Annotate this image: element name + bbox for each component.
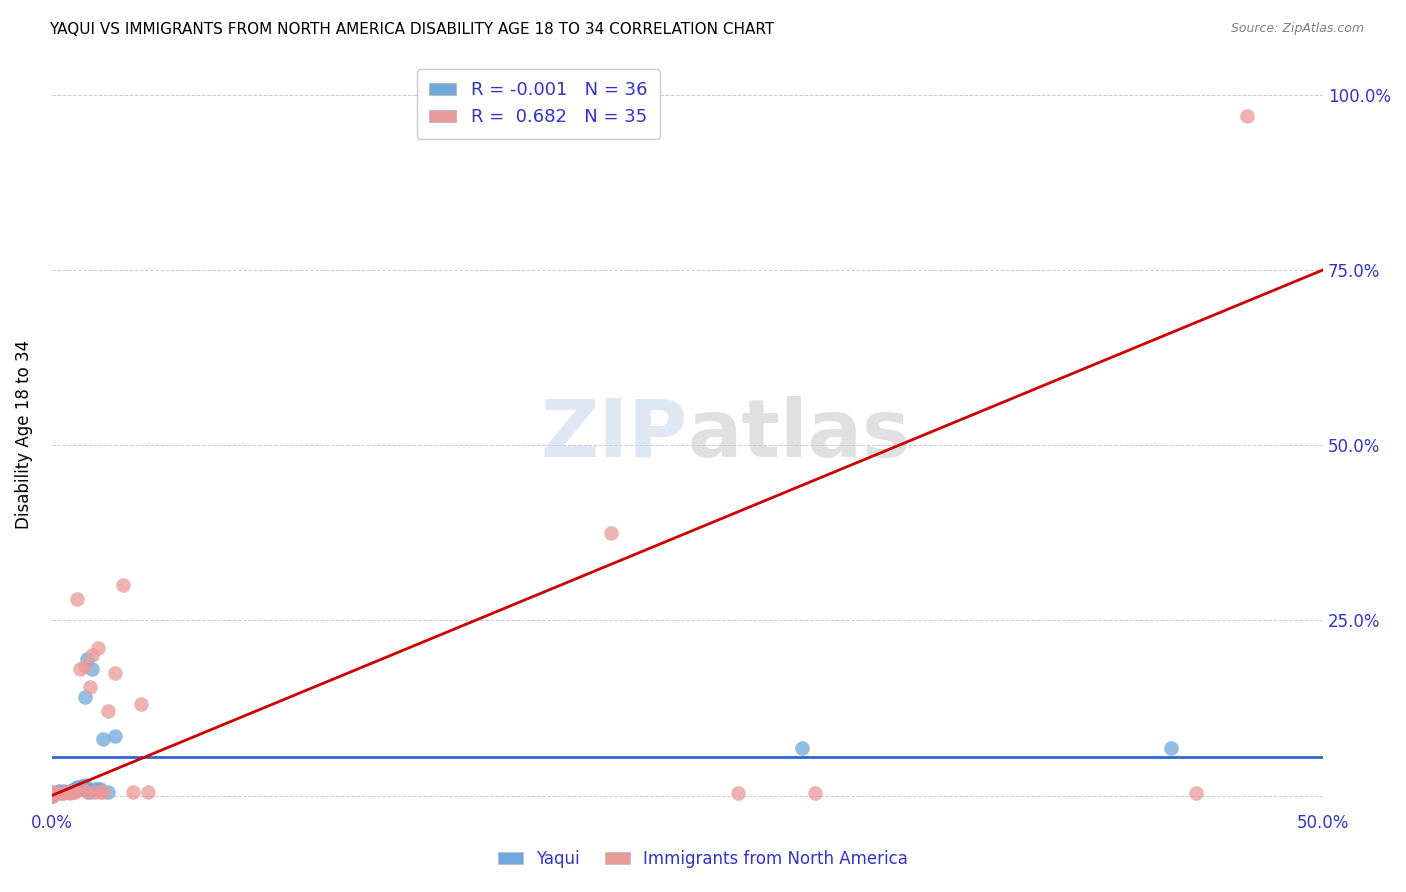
Point <box>58 785 80 799</box>
Point <box>1236 109 1258 123</box>
Point <box>73 658 96 673</box>
Point <box>89 785 111 799</box>
Point <box>53 784 76 798</box>
Point <box>104 665 127 680</box>
Point <box>60 785 83 799</box>
Point <box>60 783 83 797</box>
Point <box>104 729 127 743</box>
Point <box>1185 786 1208 800</box>
Point <box>91 785 114 799</box>
Point <box>63 781 86 796</box>
Point <box>129 698 152 712</box>
Legend: Yaqui, Immigrants from North America: Yaqui, Immigrants from North America <box>491 844 915 875</box>
Point <box>58 786 80 800</box>
Point <box>72 779 94 793</box>
Point <box>48 785 70 799</box>
Text: atlas: atlas <box>688 395 911 474</box>
Point <box>79 785 101 799</box>
Point <box>138 785 160 799</box>
Point <box>66 783 89 797</box>
Point <box>56 785 79 799</box>
Point <box>72 781 94 796</box>
Point <box>76 781 98 796</box>
Point <box>41 786 63 800</box>
Point <box>91 732 114 747</box>
Point <box>60 784 83 798</box>
Point <box>84 785 107 799</box>
Point <box>41 786 63 800</box>
Point <box>69 662 91 676</box>
Point <box>48 784 70 798</box>
Point <box>76 652 98 666</box>
Text: YAQUI VS IMMIGRANTS FROM NORTH AMERICA DISABILITY AGE 18 TO 34 CORRELATION CHART: YAQUI VS IMMIGRANTS FROM NORTH AMERICA D… <box>49 22 775 37</box>
Point <box>69 780 91 794</box>
Y-axis label: Disability Age 18 to 34: Disability Age 18 to 34 <box>15 340 32 529</box>
Point <box>73 778 96 792</box>
Point <box>84 781 107 796</box>
Text: ZIP: ZIP <box>540 395 688 474</box>
Point <box>41 789 63 803</box>
Point <box>48 786 70 800</box>
Point <box>600 525 623 540</box>
Point <box>727 786 749 800</box>
Point <box>97 785 120 799</box>
Point <box>51 785 73 799</box>
Point <box>82 648 104 663</box>
Point <box>41 785 63 799</box>
Point <box>86 641 108 656</box>
Point <box>97 705 120 719</box>
Point <box>63 785 86 799</box>
Point <box>41 789 63 803</box>
Point <box>41 785 63 799</box>
Point <box>51 786 73 800</box>
Point <box>53 786 76 800</box>
Point <box>122 785 145 799</box>
Point <box>89 781 111 796</box>
Point <box>56 785 79 799</box>
Point <box>79 680 101 694</box>
Point <box>86 781 108 796</box>
Point <box>66 592 89 607</box>
Point <box>76 785 98 799</box>
Point <box>1160 740 1182 755</box>
Text: Source: ZipAtlas.com: Source: ZipAtlas.com <box>1230 22 1364 36</box>
Point <box>41 786 63 800</box>
Point <box>73 690 96 705</box>
Point <box>82 662 104 676</box>
Point <box>41 786 63 800</box>
Point <box>41 789 63 803</box>
Point <box>111 578 134 592</box>
Point <box>41 789 63 803</box>
Point <box>803 786 825 800</box>
Point <box>66 780 89 794</box>
Point <box>790 740 813 755</box>
Point <box>41 787 63 801</box>
Point <box>41 789 63 803</box>
Legend: R = -0.001   N = 36, R =  0.682   N = 35: R = -0.001 N = 36, R = 0.682 N = 35 <box>416 69 659 139</box>
